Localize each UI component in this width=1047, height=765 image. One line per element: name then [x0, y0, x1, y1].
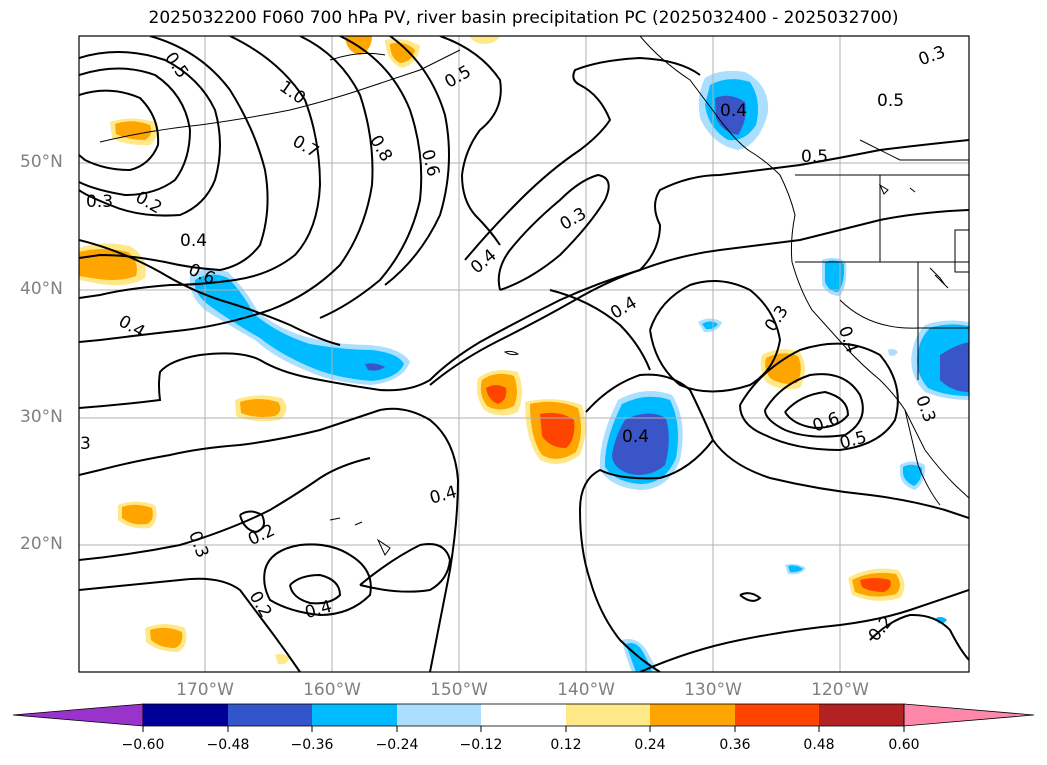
- colorbar-cell: [735, 704, 819, 726]
- contour-label: 0.4: [720, 101, 747, 121]
- contour-label: 0.6: [810, 409, 842, 437]
- contour-label: 1.0: [275, 77, 309, 109]
- contour-labels: 0.5 1.0 0.5 0.4 0.3 0.5 0.7 0.8 0.6 0.3 …: [80, 42, 948, 645]
- contour-label: 0.7: [289, 131, 322, 162]
- contour-label: 0.2: [245, 520, 278, 550]
- contour-label: 0.4: [303, 597, 334, 623]
- contour-label: 0.5: [801, 147, 828, 167]
- contour-label: 0.2: [865, 612, 898, 646]
- colorbar-tick-label: −0.36: [290, 737, 334, 753]
- colorbar-extend-high: [903, 703, 1035, 727]
- lon-label-150w: 150°W: [430, 680, 488, 700]
- contour-label: 0.4: [428, 482, 459, 508]
- colorbar-tick-label: −0.48: [206, 737, 250, 753]
- colorbar-tick-label: −0.12: [459, 737, 503, 753]
- lat-label-30n: 30°N: [20, 407, 63, 427]
- lon-label-170w: 170°W: [176, 680, 234, 700]
- contour-label: 0.4: [834, 323, 862, 355]
- contour-label: 0.3: [916, 42, 948, 70]
- colorbar: [12, 703, 1035, 732]
- lat-label-40n: 40°N: [20, 279, 63, 299]
- colorbar-extend-low: [12, 703, 144, 727]
- graticule: [79, 36, 969, 672]
- contour-label: 3: [80, 434, 91, 454]
- colorbar-cell: [566, 704, 650, 726]
- lon-label-160w: 160°W: [303, 680, 361, 700]
- colorbar-tick-label: 0.24: [634, 737, 666, 753]
- colorbar-cell: [228, 704, 312, 726]
- colorbar-cell: [481, 704, 566, 726]
- contour-label: 0.3: [86, 192, 113, 212]
- contour-label: 0.5: [441, 62, 474, 93]
- colorbar-cell: [397, 704, 481, 726]
- lat-label-20n: 20°N: [20, 534, 63, 554]
- colorbar-cell: [312, 704, 397, 726]
- colorbar-tick-label: 0.48: [803, 737, 835, 753]
- colorbar-tick-label: −0.60: [121, 737, 165, 753]
- precip-shading: [79, 36, 969, 672]
- contour-label: 0.5: [160, 49, 192, 83]
- contour-label: 0.4: [180, 231, 207, 251]
- colorbar-cell: [650, 704, 735, 726]
- pv-contours: [79, 36, 969, 672]
- colorbar-cell: [819, 704, 904, 726]
- contour-label: 0.5: [838, 427, 869, 453]
- contour-label: 0.3: [911, 393, 939, 425]
- lon-label-130w: 130°W: [684, 680, 742, 700]
- contour-label: 0.5: [877, 91, 904, 111]
- colorbar-tick-label: −0.24: [375, 737, 419, 753]
- map-frame: [78, 35, 970, 673]
- contour-label: 0.4: [622, 427, 649, 447]
- map-title: 2025032200 F060 700 hPa PV, river basin …: [148, 8, 899, 28]
- contour-label: 0.2: [245, 588, 276, 621]
- colorbar-tick-label: 0.60: [888, 737, 920, 753]
- colorbar-tick-label: 0.12: [550, 737, 582, 753]
- contour-label: 0.3: [184, 528, 212, 560]
- colorbar-cell: [143, 704, 228, 726]
- lon-label-120w: 120°W: [811, 680, 869, 700]
- coastlines: [99, 36, 969, 556]
- contour-label: 0.3: [557, 204, 590, 235]
- colorbar-tick-label: 0.36: [719, 737, 751, 753]
- lon-label-140w: 140°W: [557, 680, 615, 700]
- lat-label-50n: 50°N: [20, 152, 63, 172]
